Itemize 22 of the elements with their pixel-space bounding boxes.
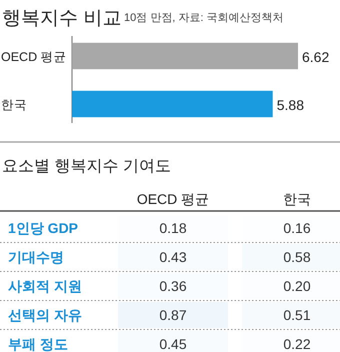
y-tick-label: 부패 정도	[8, 336, 68, 352]
y-tick-label: 사회적 지원	[8, 278, 82, 294]
data-label: 0.58	[283, 249, 311, 265]
data-label: 0.43	[159, 249, 187, 265]
data-label: 0.20	[283, 278, 311, 294]
y-tick-label: 한국	[1, 98, 27, 112]
y-tick-label: 1인당 GDP	[8, 220, 78, 236]
data-label: 0.45	[159, 336, 187, 352]
data-label: 0.18	[159, 220, 187, 236]
data-label: 6.62	[302, 49, 330, 65]
y-tick-label: OECD 평균	[1, 50, 67, 64]
data-label: 0.87	[159, 307, 187, 323]
chart-subtitle: 10점 만점, 자료: 국회예산정책처	[124, 12, 284, 24]
data-label: 5.88	[276, 97, 304, 113]
y-tick-label: 기대수명	[8, 249, 64, 265]
data-label: 0.36	[159, 278, 187, 294]
data-label: 0.22	[283, 336, 311, 352]
data-label: 0.51	[283, 307, 311, 323]
data-label: 0.16	[283, 220, 311, 236]
chart-title: 행복지수 비교	[2, 8, 122, 29]
chart-title: 요소별 행복지수 기여도	[2, 158, 171, 175]
y-tick-label: 선택의 자유	[8, 307, 82, 323]
